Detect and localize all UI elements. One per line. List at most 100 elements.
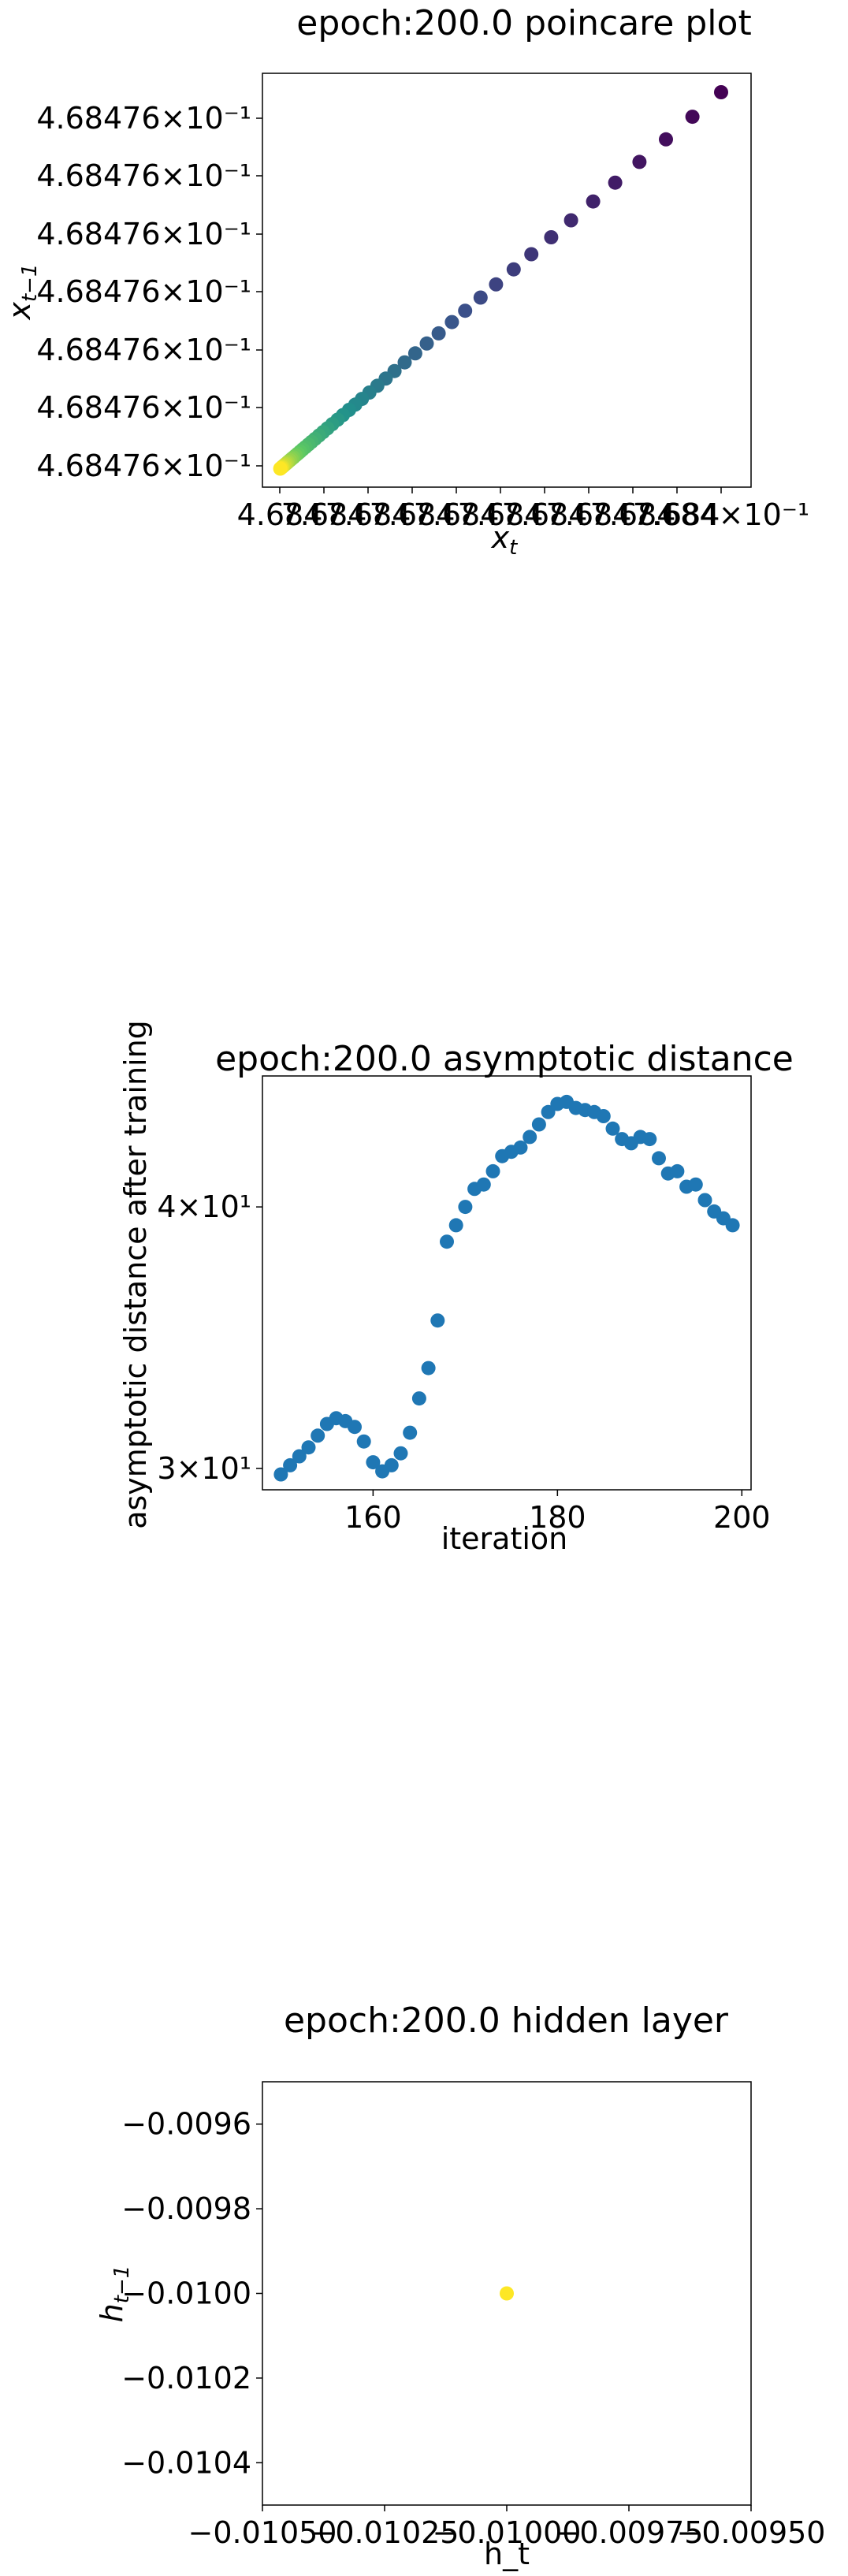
poincare-x-tick-label: 4.684 [237, 497, 323, 532]
poincare-point [431, 326, 446, 341]
asymptotic-x-ticks: 160 180 200 [344, 1490, 771, 1535]
asymptotic-point [440, 1234, 454, 1249]
asymptotic-x-tick-label: 200 [713, 1500, 771, 1535]
poincare-y-tick-label: 4.68476×10⁻¹ [36, 217, 251, 251]
asymptotic-point [605, 1121, 620, 1136]
asymptotic-point [421, 1361, 436, 1375]
asymptotic-point [356, 1434, 371, 1449]
asymptotic-point [725, 1218, 740, 1233]
asymptotic-point [292, 1449, 307, 1464]
poincare-point [273, 461, 288, 476]
poincare-y-tick-label: 4.68476×10⁻¹ [36, 274, 251, 309]
asymptotic-point [458, 1200, 473, 1215]
hidden-x-tick-label: −0.01050 [188, 2515, 337, 2550]
poincare-point [444, 315, 459, 329]
hidden-y-tick-label: −0.0100 [121, 2276, 251, 2311]
asymptotic-point [384, 1457, 399, 1472]
poincare-y-ticks: 4.68476×10⁻¹ 4.68476×10⁻¹ 4.68476×10⁻¹ 4.68… [36, 101, 262, 483]
poincare-point [473, 290, 488, 305]
hidden-x-tick-label: −0.01025 [311, 2515, 459, 2550]
poincare-y-tick-label: 4.68476×10⁻¹ [36, 390, 251, 425]
poincare-y-tick-label: 4.68476×10⁻¹ [36, 158, 251, 193]
poincare-point [632, 154, 647, 169]
asymptotic-point [273, 1467, 288, 1482]
asymptotic-point [283, 1457, 298, 1472]
poincare-y-axis-label: xt−1 [2, 263, 42, 320]
poincare-point [419, 336, 434, 351]
asymptotic-point [652, 1151, 666, 1166]
poincare-x-tick-label: 7.684 [325, 497, 411, 532]
poincare-chart: epoch:200.0 poincare plot 4.68476×10⁻¹4.… [2, 3, 809, 560]
asymptotic-point [485, 1163, 500, 1178]
poincare-point [544, 230, 559, 244]
poincare-points [273, 85, 728, 476]
asymptotic-point [531, 1117, 546, 1132]
asymptotic-y-tick-label: 4×10¹ [157, 1189, 251, 1224]
poincare-y-tick-label: 4.68476×10⁻¹ [36, 333, 251, 367]
poincare-x-ticks: 4.6847.6847.6847.6847.6847.6847.6847.684… [237, 487, 809, 532]
hidden-x-tick-label: −0.00975 [555, 2515, 704, 2550]
poincare-point [563, 213, 578, 228]
hidden-y-ticks: −0.0096 −0.0098 −0.0100 −0.0102 −0.0104 [121, 2107, 262, 2480]
asymptotic-y-tick-label: 3×10¹ [157, 1451, 251, 1486]
poincare-point [659, 132, 673, 147]
hidden-y-tick-label: −0.0104 [121, 2445, 251, 2480]
hidden-title: epoch:200.0 hidden layer [284, 2001, 729, 2041]
asymptotic-point [348, 1420, 362, 1435]
poincare-point [714, 85, 728, 99]
poincare-point [489, 277, 504, 292]
asymptotic-point [688, 1177, 703, 1192]
hidden-point [500, 2286, 514, 2301]
poincare-point [586, 194, 601, 209]
asymptotic-point [311, 1428, 325, 1443]
hidden-x-tick-label: −0.00950 [677, 2515, 826, 2550]
asymptotic-point [541, 1104, 556, 1119]
hidden-y-tick-label: −0.0098 [121, 2191, 251, 2226]
asymptotic-point [403, 1425, 418, 1440]
asymptotic-point [596, 1109, 611, 1123]
asymptotic-y-ticks: 3×10¹ 4×10¹ [157, 1189, 262, 1486]
asymptotic-x-tick-label: 160 [344, 1500, 402, 1535]
poincare-x-tick-label: 7.684×10⁻¹ [633, 497, 809, 532]
poincare-point [685, 110, 700, 125]
hidden-x-axis-label: h_t [484, 2537, 530, 2571]
poincare-y-tick-label: 4.68476×10⁻¹ [36, 449, 251, 483]
asymptotic-point [448, 1218, 463, 1233]
hidden-points [500, 2286, 514, 2301]
asymptotic-point [430, 1313, 445, 1328]
hidden-chart: epoch:200.0 hidden layer −0.0096−0.0098−… [95, 2001, 825, 2571]
hidden-y-tick-label: −0.0096 [121, 2107, 251, 2142]
hidden-y-axis-label: ht−1 [95, 2265, 134, 2323]
asymptotic-point [366, 1455, 381, 1470]
asymptotic-chart: epoch:200.0 asymptotic distance 3×10¹ 4×1… [118, 1020, 794, 1556]
poincare-point [458, 303, 473, 318]
poincare-plot-frame [262, 73, 752, 488]
poincare-y-tick-label: 4.68476×10⁻¹ [36, 101, 251, 136]
asymptotic-point [523, 1130, 537, 1145]
poincare-title: epoch:200.0 poincare plot [296, 3, 751, 43]
poincare-x-tick-label: 7.684 [281, 497, 367, 532]
hidden-x-ticks: −0.01050−0.01025−0.01000−0.00975−0.00950 [188, 2505, 826, 2550]
poincare-x-tick-label: 7.684 [590, 497, 676, 532]
poincare-x-tick-label: 7.684 [546, 497, 632, 532]
asymptotic-point [697, 1193, 712, 1208]
poincare-x-tick-label: 7.684 [502, 497, 588, 532]
poincare-x-tick-label: 7.684 [414, 497, 500, 532]
poincare-point [506, 262, 521, 277]
poincare-point [524, 247, 539, 262]
asymptotic-point [411, 1391, 426, 1406]
asymptotic-point [513, 1140, 528, 1155]
hidden-x-tick-label: −0.01000 [433, 2515, 582, 2550]
asymptotic-plot-frame [262, 1075, 752, 1491]
poincare-x-tick-label: 7.684 [370, 497, 456, 532]
poincare-x-tick-label: 7.684 [458, 497, 544, 532]
asymptotic-point [670, 1163, 685, 1178]
poincare-x-tick-label: 7.684 [634, 497, 720, 532]
asymptotic-point [301, 1440, 316, 1455]
poincare-point [407, 346, 422, 361]
asymptotic-title: epoch:200.0 asymptotic distance [215, 1039, 794, 1079]
hidden-y-tick-label: −0.0102 [121, 2361, 251, 2395]
poincare-point [608, 175, 623, 190]
asymptotic-x-axis-label: iteration [441, 1521, 568, 1556]
